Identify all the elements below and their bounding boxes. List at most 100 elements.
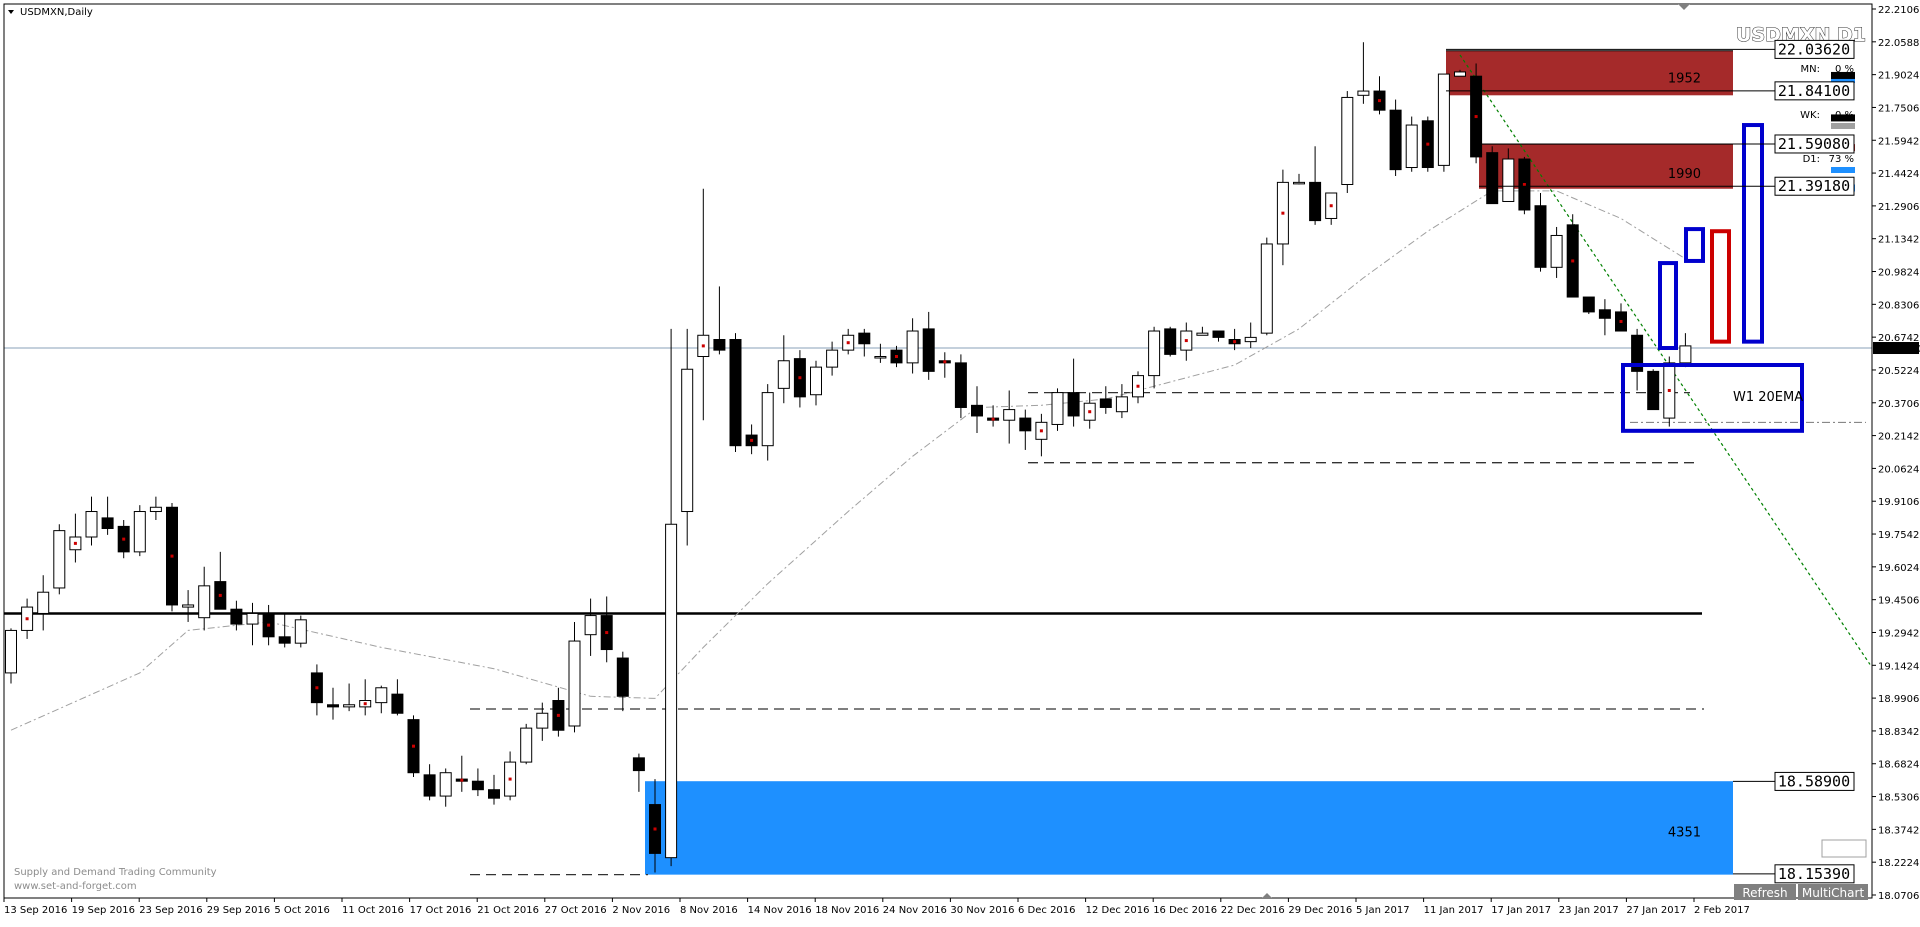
candle[interactable] bbox=[101, 496, 114, 535]
candle[interactable] bbox=[1244, 322, 1257, 349]
candle[interactable] bbox=[713, 286, 726, 355]
candle[interactable] bbox=[1470, 63, 1483, 164]
candle[interactable] bbox=[471, 768, 484, 797]
candle[interactable] bbox=[1019, 409, 1032, 450]
candle[interactable] bbox=[1180, 322, 1193, 361]
candle[interactable] bbox=[665, 328, 678, 867]
candle[interactable] bbox=[85, 496, 98, 546]
candle[interactable] bbox=[53, 524, 66, 595]
candle[interactable] bbox=[971, 386, 983, 433]
candle[interactable] bbox=[858, 328, 871, 357]
candle[interactable] bbox=[1212, 330, 1225, 342]
candle[interactable] bbox=[1373, 76, 1386, 115]
candle[interactable] bbox=[1099, 386, 1112, 414]
candle[interactable] bbox=[1663, 356, 1676, 427]
candle[interactable] bbox=[1582, 296, 1595, 315]
candle[interactable] bbox=[1679, 333, 1692, 368]
refresh-button[interactable]: Refresh bbox=[1734, 884, 1796, 900]
candle[interactable] bbox=[777, 335, 790, 404]
candle[interactable] bbox=[1228, 328, 1241, 351]
candle[interactable] bbox=[439, 768, 452, 807]
candle[interactable] bbox=[874, 343, 887, 363]
candle[interactable] bbox=[1148, 326, 1161, 389]
candle[interactable] bbox=[1647, 369, 1660, 411]
candle[interactable] bbox=[1486, 146, 1499, 205]
candle[interactable] bbox=[310, 664, 323, 716]
candle[interactable] bbox=[1309, 146, 1322, 225]
candle[interactable] bbox=[166, 503, 178, 612]
candle[interactable] bbox=[262, 604, 275, 646]
candle[interactable] bbox=[1615, 303, 1627, 332]
candle[interactable] bbox=[632, 753, 645, 792]
candle[interactable] bbox=[842, 328, 855, 355]
candle[interactable] bbox=[649, 779, 661, 873]
candle[interactable] bbox=[198, 566, 211, 631]
candle[interactable] bbox=[21, 598, 34, 639]
candle[interactable] bbox=[826, 341, 839, 376]
candle[interactable] bbox=[246, 602, 259, 646]
candle[interactable] bbox=[230, 600, 243, 631]
candle[interactable] bbox=[327, 687, 339, 720]
candle[interactable] bbox=[1341, 91, 1354, 193]
scale-button[interactable]: Scale bbox=[1821, 839, 1867, 858]
candle[interactable] bbox=[375, 685, 388, 714]
candle[interactable] bbox=[906, 318, 919, 374]
candle[interactable] bbox=[681, 328, 694, 546]
candle[interactable] bbox=[1566, 214, 1579, 298]
candle[interactable] bbox=[1405, 116, 1418, 172]
candle[interactable] bbox=[810, 360, 822, 406]
candle[interactable] bbox=[504, 751, 517, 801]
candle[interactable] bbox=[455, 755, 468, 792]
candle[interactable] bbox=[423, 764, 436, 801]
candle[interactable] bbox=[1437, 73, 1450, 172]
candle[interactable] bbox=[117, 520, 130, 559]
candle[interactable] bbox=[1631, 328, 1644, 391]
candle[interactable] bbox=[1534, 192, 1547, 272]
candle[interactable] bbox=[37, 575, 50, 631]
candle[interactable] bbox=[552, 687, 565, 737]
candle[interactable] bbox=[536, 702, 549, 741]
multichart-button[interactable]: MultiChart bbox=[1798, 884, 1868, 900]
candle[interactable] bbox=[149, 496, 162, 521]
candle[interactable] bbox=[568, 621, 581, 733]
candle[interactable] bbox=[1003, 390, 1016, 444]
candle[interactable] bbox=[1454, 69, 1466, 77]
candle[interactable] bbox=[69, 513, 82, 563]
candle[interactable] bbox=[1132, 371, 1144, 404]
candle[interactable] bbox=[793, 350, 806, 408]
candle[interactable] bbox=[954, 354, 967, 419]
candle[interactable] bbox=[488, 774, 500, 805]
candle[interactable] bbox=[343, 683, 356, 712]
candle[interactable] bbox=[1051, 388, 1064, 431]
candle[interactable] bbox=[938, 352, 951, 378]
candle[interactable] bbox=[1389, 99, 1402, 177]
candle[interactable] bbox=[1115, 384, 1128, 419]
candle[interactable] bbox=[616, 651, 629, 712]
candle[interactable] bbox=[1164, 326, 1177, 357]
candle[interactable] bbox=[1067, 358, 1080, 427]
candle[interactable] bbox=[1035, 413, 1048, 457]
candle[interactable] bbox=[1598, 299, 1611, 336]
candle[interactable] bbox=[294, 615, 307, 648]
candle[interactable] bbox=[761, 384, 774, 461]
candle[interactable] bbox=[214, 551, 227, 610]
candle[interactable] bbox=[1357, 42, 1370, 104]
candle[interactable] bbox=[1083, 392, 1096, 429]
candle[interactable] bbox=[391, 679, 404, 716]
candle[interactable] bbox=[600, 596, 613, 663]
candle[interactable] bbox=[1196, 326, 1209, 336]
candle[interactable] bbox=[922, 311, 935, 380]
candle[interactable] bbox=[407, 715, 420, 777]
candle[interactable] bbox=[987, 405, 1000, 427]
candle[interactable] bbox=[1550, 226, 1563, 278]
candle[interactable] bbox=[1260, 237, 1273, 336]
candle[interactable] bbox=[1421, 116, 1434, 172]
candle[interactable] bbox=[1325, 192, 1338, 225]
candle[interactable] bbox=[890, 345, 903, 368]
candle[interactable] bbox=[1276, 169, 1289, 266]
candle[interactable] bbox=[182, 590, 195, 622]
candle[interactable] bbox=[745, 424, 758, 455]
candle[interactable] bbox=[359, 679, 372, 716]
candle[interactable] bbox=[278, 613, 291, 648]
